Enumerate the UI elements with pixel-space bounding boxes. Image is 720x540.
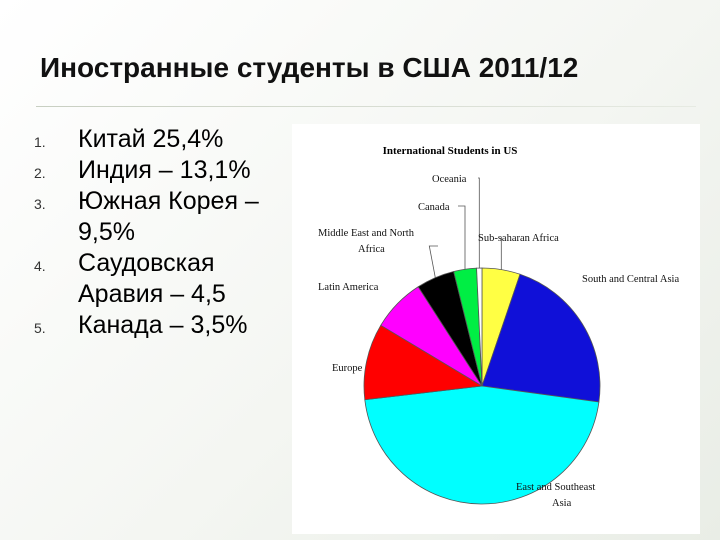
list-item: 1. Китай 25,4%	[34, 124, 294, 155]
pie-chart-panel: International Students in US Sub-saharan…	[292, 124, 700, 534]
slice-label: Oceania	[432, 174, 467, 185]
leader-lines	[428, 177, 502, 278]
list-text: Канада – 3,5%	[78, 311, 248, 339]
list-text: Китай 25,4%	[78, 125, 224, 153]
leader-line	[428, 245, 438, 278]
top-countries-list: 1. Китай 25,4% 2. Индия – 13,1% 3. Южная…	[34, 124, 294, 341]
pie-slice-europe	[363, 324, 484, 401]
list-text: Южная Корея – 9,5%	[78, 187, 259, 246]
leader-line	[478, 177, 480, 268]
list-item: 3. Южная Корея – 9,5%	[34, 186, 294, 248]
leader-line	[458, 205, 466, 270]
slice-labels: Sub-saharan Africa South and Central Asia…	[318, 174, 679, 509]
pie-chart: International Students in US Sub-saharan…	[318, 145, 679, 509]
pie-slices	[363, 267, 601, 505]
slice-label: Canada	[418, 202, 450, 213]
slice-label: South and Central Asia	[582, 274, 679, 285]
slice-label: Middle East and North Africa	[318, 228, 415, 255]
pie-slice-south-and-central-asia	[481, 273, 601, 403]
list-item: 5. Канада – 3,5%	[34, 310, 294, 341]
list-number: 5.	[34, 320, 46, 336]
slide-title: Иностранные студенты в США 2011/12	[40, 52, 579, 83]
list-item: 4. Саудовская Аравия – 4,5	[34, 248, 294, 310]
pie-slice-oceania	[476, 267, 483, 387]
pie-slice-east-and-southeast-asia	[364, 385, 600, 505]
list-item: 2. Индия – 13,1%	[34, 155, 294, 186]
title-divider	[36, 106, 696, 107]
chart-title: International Students in US	[383, 145, 518, 157]
slice-label: East and Southeast Asia	[516, 482, 595, 509]
list-number: 1.	[34, 134, 46, 150]
list-number: 3.	[34, 196, 46, 212]
list-number: 2.	[34, 165, 46, 181]
slice-label: Latin America	[318, 282, 379, 293]
list-number: 4.	[34, 258, 46, 274]
list-text: Индия – 13,1%	[78, 156, 251, 184]
slice-label: Europe	[332, 363, 363, 374]
list-text: Саудовская Аравия – 4,5	[78, 249, 226, 308]
slice-label: Sub-saharan Africa	[478, 233, 559, 244]
